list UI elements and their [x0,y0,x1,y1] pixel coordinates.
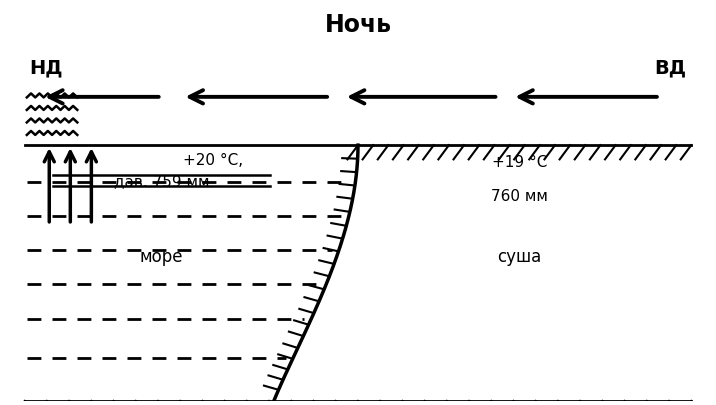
Text: дав. 759 мм: дав. 759 мм [114,173,209,188]
Text: ВД: ВД [654,59,687,78]
Text: НД: НД [29,59,63,78]
Text: +20 °С,: +20 °С, [183,153,243,168]
Text: море: море [140,247,183,265]
Text: +19 °С: +19 °С [492,154,547,169]
Text: Ночь: Ночь [324,13,392,36]
Text: 760 мм: 760 мм [491,188,548,203]
Text: суша: суша [497,247,541,265]
